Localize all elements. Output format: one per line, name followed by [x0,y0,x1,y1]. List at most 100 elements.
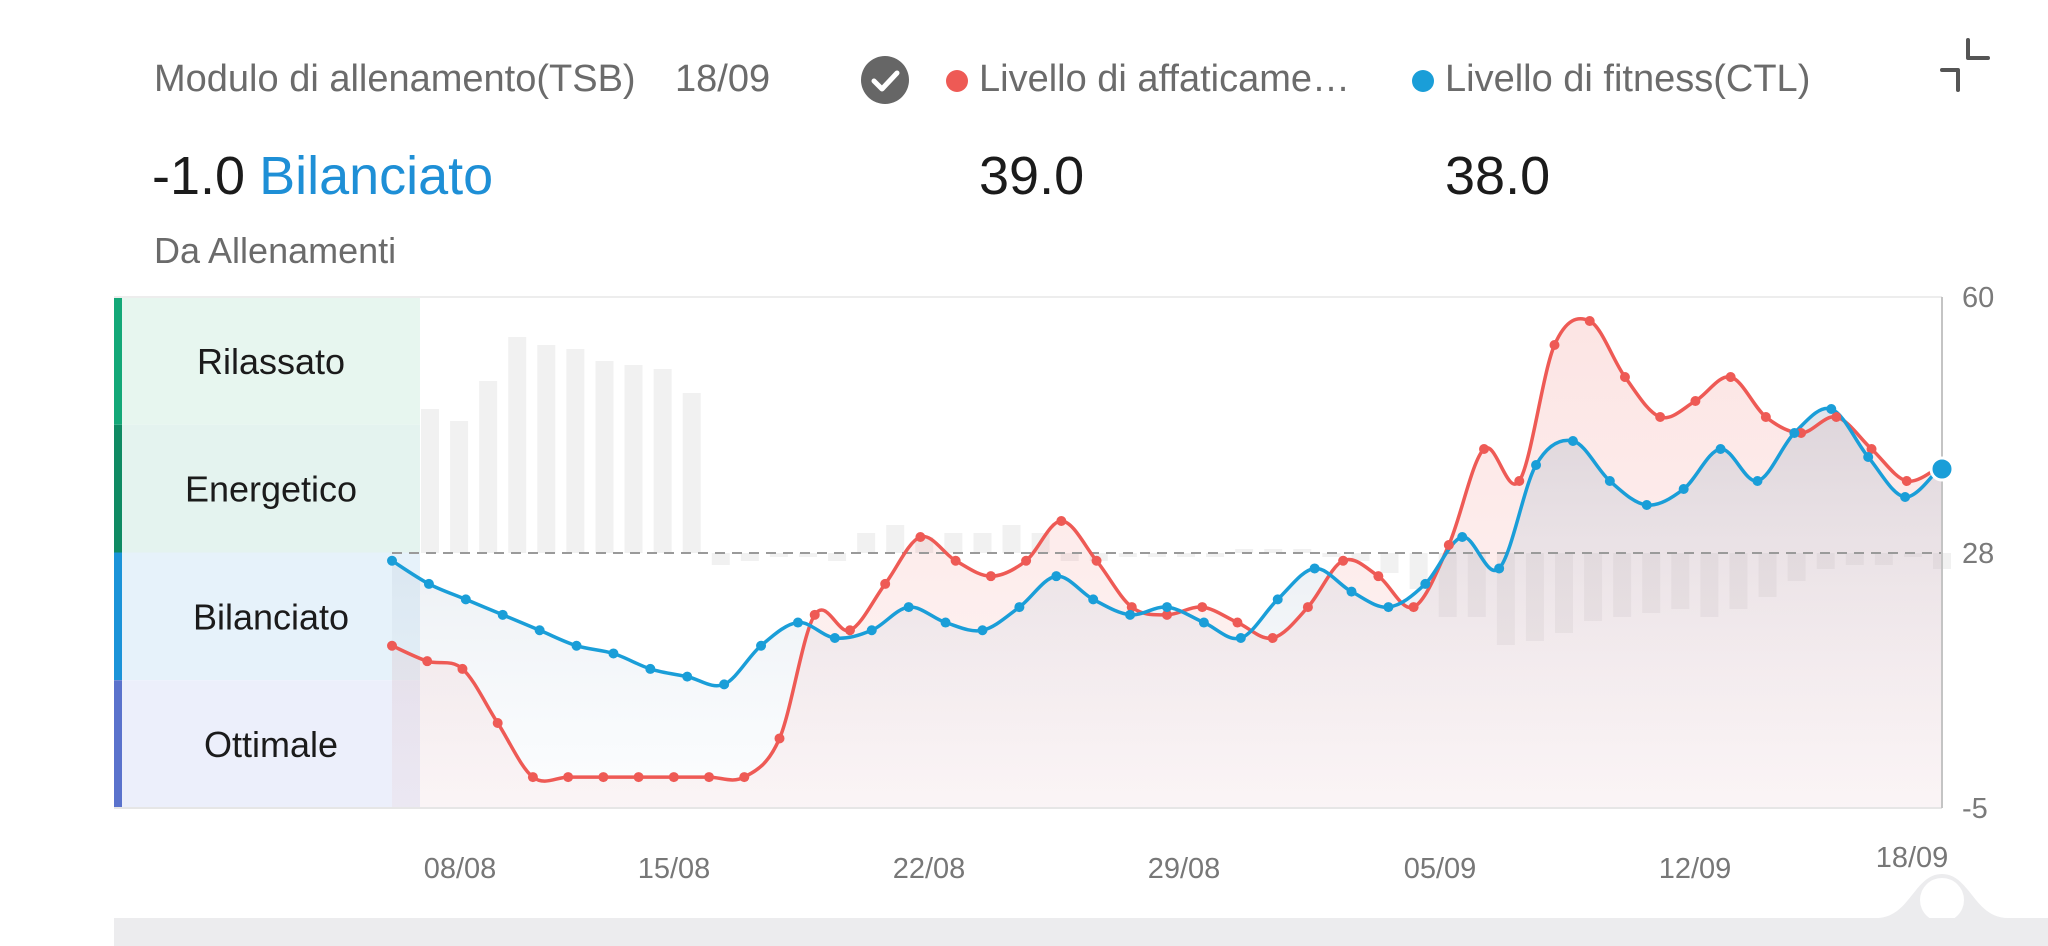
fitness-point-32 [1531,460,1542,470]
tsb-bar-3 [479,381,498,553]
fitness-point-5 [534,625,545,636]
fitness-point-35 [1641,500,1652,510]
fitness-point-18 [1014,602,1025,613]
fatigue-point-34 [1549,340,1560,350]
zone-label-4: Ottimale [204,724,338,765]
fatigue-point-5 [527,772,538,783]
fitness-point-40 [1826,404,1837,414]
zones-layer: Rilassato Energetico Bilanciato Ottimale [114,297,420,808]
fitness-point-10 [719,679,730,690]
fitness-point-19 [1051,571,1062,582]
x-tick-label-5: 05/09 [1404,853,1477,885]
check-circle-icon[interactable] [861,56,909,104]
fitness-point-1 [387,555,397,566]
fitness-point-42 [1900,492,1911,502]
tsb-bar-26 [1147,553,1166,557]
timeline-scrubber[interactable] [114,918,2048,946]
areas-layer [392,318,1942,808]
tsb-bar-25 [1118,553,1137,557]
fatigue-point-28 [1338,555,1349,566]
fatigue-point-22 [1126,602,1137,613]
zone-stripe-4 [114,680,122,808]
fitness-point-29 [1420,578,1431,589]
fitness-point-12 [792,617,803,628]
fitness-point-21 [1125,609,1136,620]
fitness-point-25 [1272,594,1283,605]
tsb-bar-28 [1206,553,1225,557]
zone-band-2 [114,424,420,553]
fitness-point-26 [1309,563,1320,574]
tsb-bar-7 [595,361,614,553]
fatigue-point-12 [774,733,785,744]
fitness-point-4 [497,609,508,620]
fatigue-point-11 [739,772,750,783]
fitness-point-16 [940,617,951,628]
tsb-bar-31 [1293,549,1312,553]
x-tick-label-2: 15/08 [638,853,711,885]
fitness-point-39 [1789,428,1800,438]
fitness-point-30 [1457,532,1468,542]
fatigue-point-44 [1901,476,1912,486]
grid-layer [114,296,1943,809]
fitness-point-9 [682,671,693,682]
fitness-point-17 [977,625,988,636]
y-tick-label-2: 28 [1962,538,1994,570]
fatigue-point-14 [844,625,855,636]
zone-band-4 [114,680,420,808]
source-label: Da Allenamenti [154,230,397,271]
fitness-point-24 [1235,633,1246,643]
fatigue-point-39 [1725,372,1736,382]
fatigue-point-40 [1760,412,1771,422]
fitness-point-38 [1752,476,1763,486]
fatigue-point-21 [1091,555,1102,566]
selected-point-marker [1929,456,1955,482]
fatigue-point-2 [422,656,433,667]
fitness-point-3 [460,594,471,605]
fitness-point-28 [1383,602,1394,613]
fatigue-point-25 [1232,617,1243,628]
fatigue-point-35 [1584,316,1595,326]
fatigue-point-36 [1619,372,1630,382]
fatigue-point-43 [1866,444,1877,454]
fitness-point-20 [1088,594,1099,605]
selected-date: 18/09 [675,58,771,100]
zone-stripe-2 [114,424,122,553]
x-tick-label-7: 18/09 [1876,842,1949,874]
tsb-bar-2 [450,421,469,553]
fitness-point-7 [608,648,619,659]
tsb-bar-17 [886,525,905,553]
fitness-legend-label[interactable]: Livello di fitness(CTL) [1445,58,1811,100]
tsb-bar-11 [711,553,730,565]
collapse-icon[interactable] [1938,38,1992,92]
fatigue-point-17 [950,555,961,566]
tsb-value-group: -1.0 Bilanciato [152,144,493,208]
fatigue-point-9 [668,772,679,783]
points-layer [387,316,1947,783]
zone-label-3: Bilanciato [193,596,349,637]
fitness-point-11 [756,640,767,651]
zone-stripe-3 [114,552,122,681]
fitness-point-41 [1863,452,1874,462]
fatigue-point-20 [1056,516,1067,526]
tsb-bar-8 [624,365,643,553]
fatigue-point-4 [492,718,503,728]
fatigue-value: 39.0 [979,146,1085,206]
fatigue-point-31 [1443,540,1454,550]
tsb-legend-label: Modulo di allenamento(TSB) [154,58,636,100]
zone-label-2: Energetico [185,469,357,510]
fitness-point-13 [829,633,840,643]
fatigue-point-33 [1514,476,1525,486]
fatigue-point-3 [457,663,468,674]
tsb-bar-12 [740,553,759,561]
y-tick-label-3: -5 [1962,793,1988,825]
fatigue-point-23 [1162,609,1172,620]
fitness-point-2 [423,578,434,589]
fitness-legend-dot [1412,70,1434,92]
tsb-bar-21 [1002,525,1021,553]
scrubber-handle[interactable] [1920,878,1964,922]
tsb-bar-19 [944,533,963,553]
fatigue-point-38 [1690,396,1701,406]
fitness-point-6 [571,640,582,651]
tsb-bar-13 [769,553,788,557]
